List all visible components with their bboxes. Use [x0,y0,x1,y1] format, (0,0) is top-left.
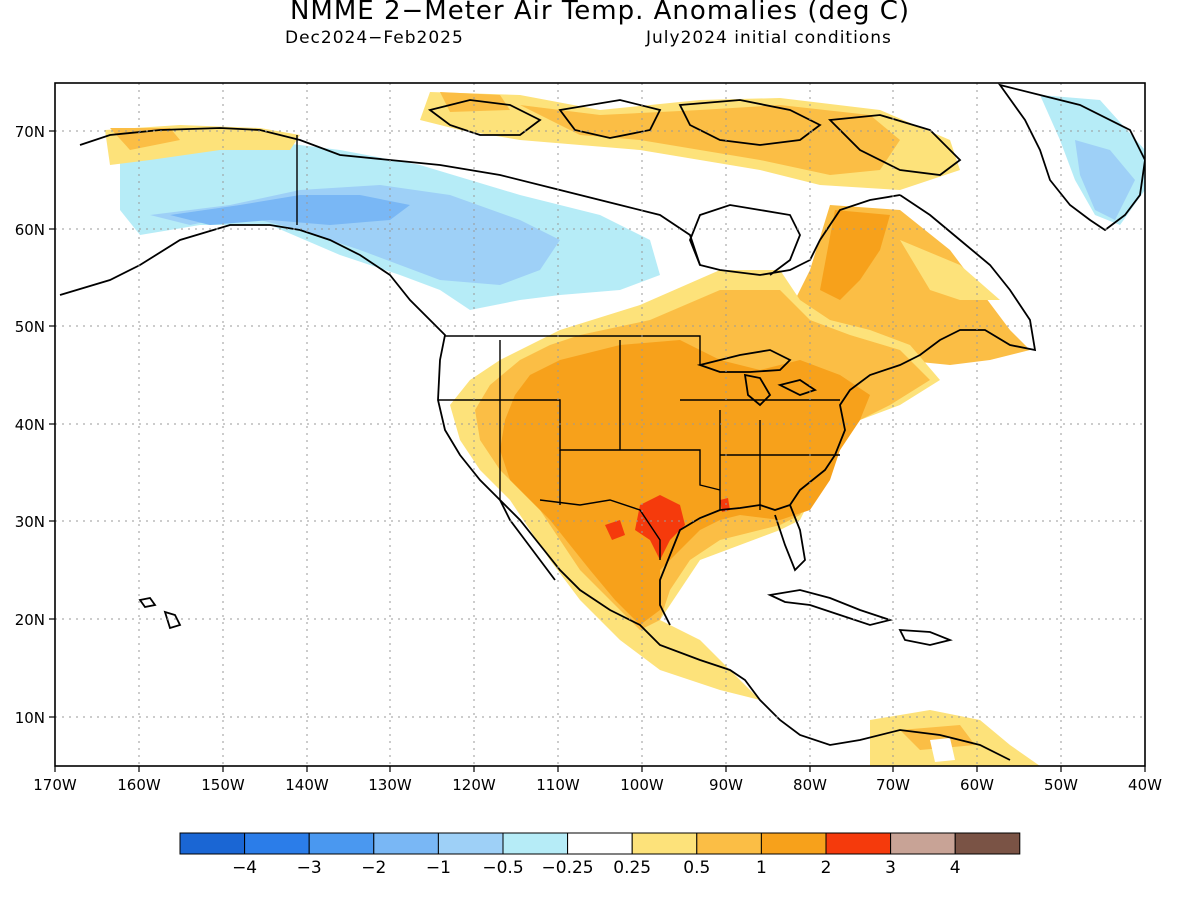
colorbar-label: 2 [821,858,832,878]
lat-label: 20N [15,611,45,629]
colorbar-label: 0.5 [683,858,710,878]
colorbar-label: −1 [426,858,451,878]
colorbar-cell [308,832,375,855]
season-subtitle: Dec2024−Feb2025 [285,28,464,48]
lon-label: 140W [285,776,329,794]
lon-label: 50W [1044,776,1078,794]
map-title: NMME 2−Meter Air Temp. Anomalies (deg C) [289,0,911,26]
lon-label: 90W [709,776,743,794]
lat-label: 30N [15,513,45,531]
lat-label: 50N [15,318,45,336]
colorbar-cell [954,832,1021,855]
colorbar-label: 1 [756,858,767,878]
lon-label: 160W [117,776,161,794]
greenland-cool-mid [1075,140,1135,220]
lat-label: 60N [15,221,45,239]
colorbar-label: 3 [885,858,896,878]
coastlines [59,83,1145,761]
colorbar-cell [760,832,827,855]
colorbar-cell [502,832,569,855]
colorbar-cell [890,832,956,855]
colorbar: −4 −3 −2 −1 −0.5 −0.25 0.25 0.5 1 2 3 4 [179,832,1021,878]
lon-label: 80W [793,776,827,794]
graticule [55,83,1145,766]
anomaly-shading [105,92,1145,766]
lon-label: 110W [536,776,580,794]
latitude-labels: 70N 60N 50N 40N 30N 20N 10N [15,123,45,727]
colorbar-cell [696,832,762,855]
initial-conditions-subtitle: July2024 initial conditions [646,28,892,48]
lon-label: 60W [960,776,994,794]
colorbar-cell [373,832,439,855]
colorbar-cell [825,832,892,855]
lon-label: 170W [33,776,77,794]
lon-label: 130W [368,776,412,794]
colorbar-label: −2 [361,858,386,878]
colorbar-cell [244,832,310,855]
texas-hotspot [635,495,685,560]
lon-label: 100W [620,776,664,794]
colorbar-cell [567,832,633,855]
colorbar-label: 4 [950,858,961,878]
lon-label: 70W [876,776,910,794]
warm-band-strong [500,340,870,625]
colorbar-label: −4 [232,858,257,878]
longitude-labels: 170W 160W 150W 140W 130W 120W 110W 100W … [33,776,1162,794]
lat-label: 10N [15,709,45,727]
axis-ticks [49,130,1146,772]
colorbar-cell [437,832,504,855]
lat-label: 40N [15,416,45,434]
cool-region-strong [170,195,410,225]
lon-label: 150W [201,776,245,794]
lon-label: 120W [452,776,496,794]
colorbar-label: −3 [297,858,322,878]
lon-label: 40W [1128,776,1162,794]
borders [296,135,840,560]
colorbar-label: 0.25 [613,858,651,878]
lat-label: 70N [15,123,45,141]
colorbar-label: −0.25 [542,858,594,878]
colorbar-cell [631,832,698,855]
colorbar-label: −0.5 [482,858,523,878]
colorbar-cell [179,832,246,855]
